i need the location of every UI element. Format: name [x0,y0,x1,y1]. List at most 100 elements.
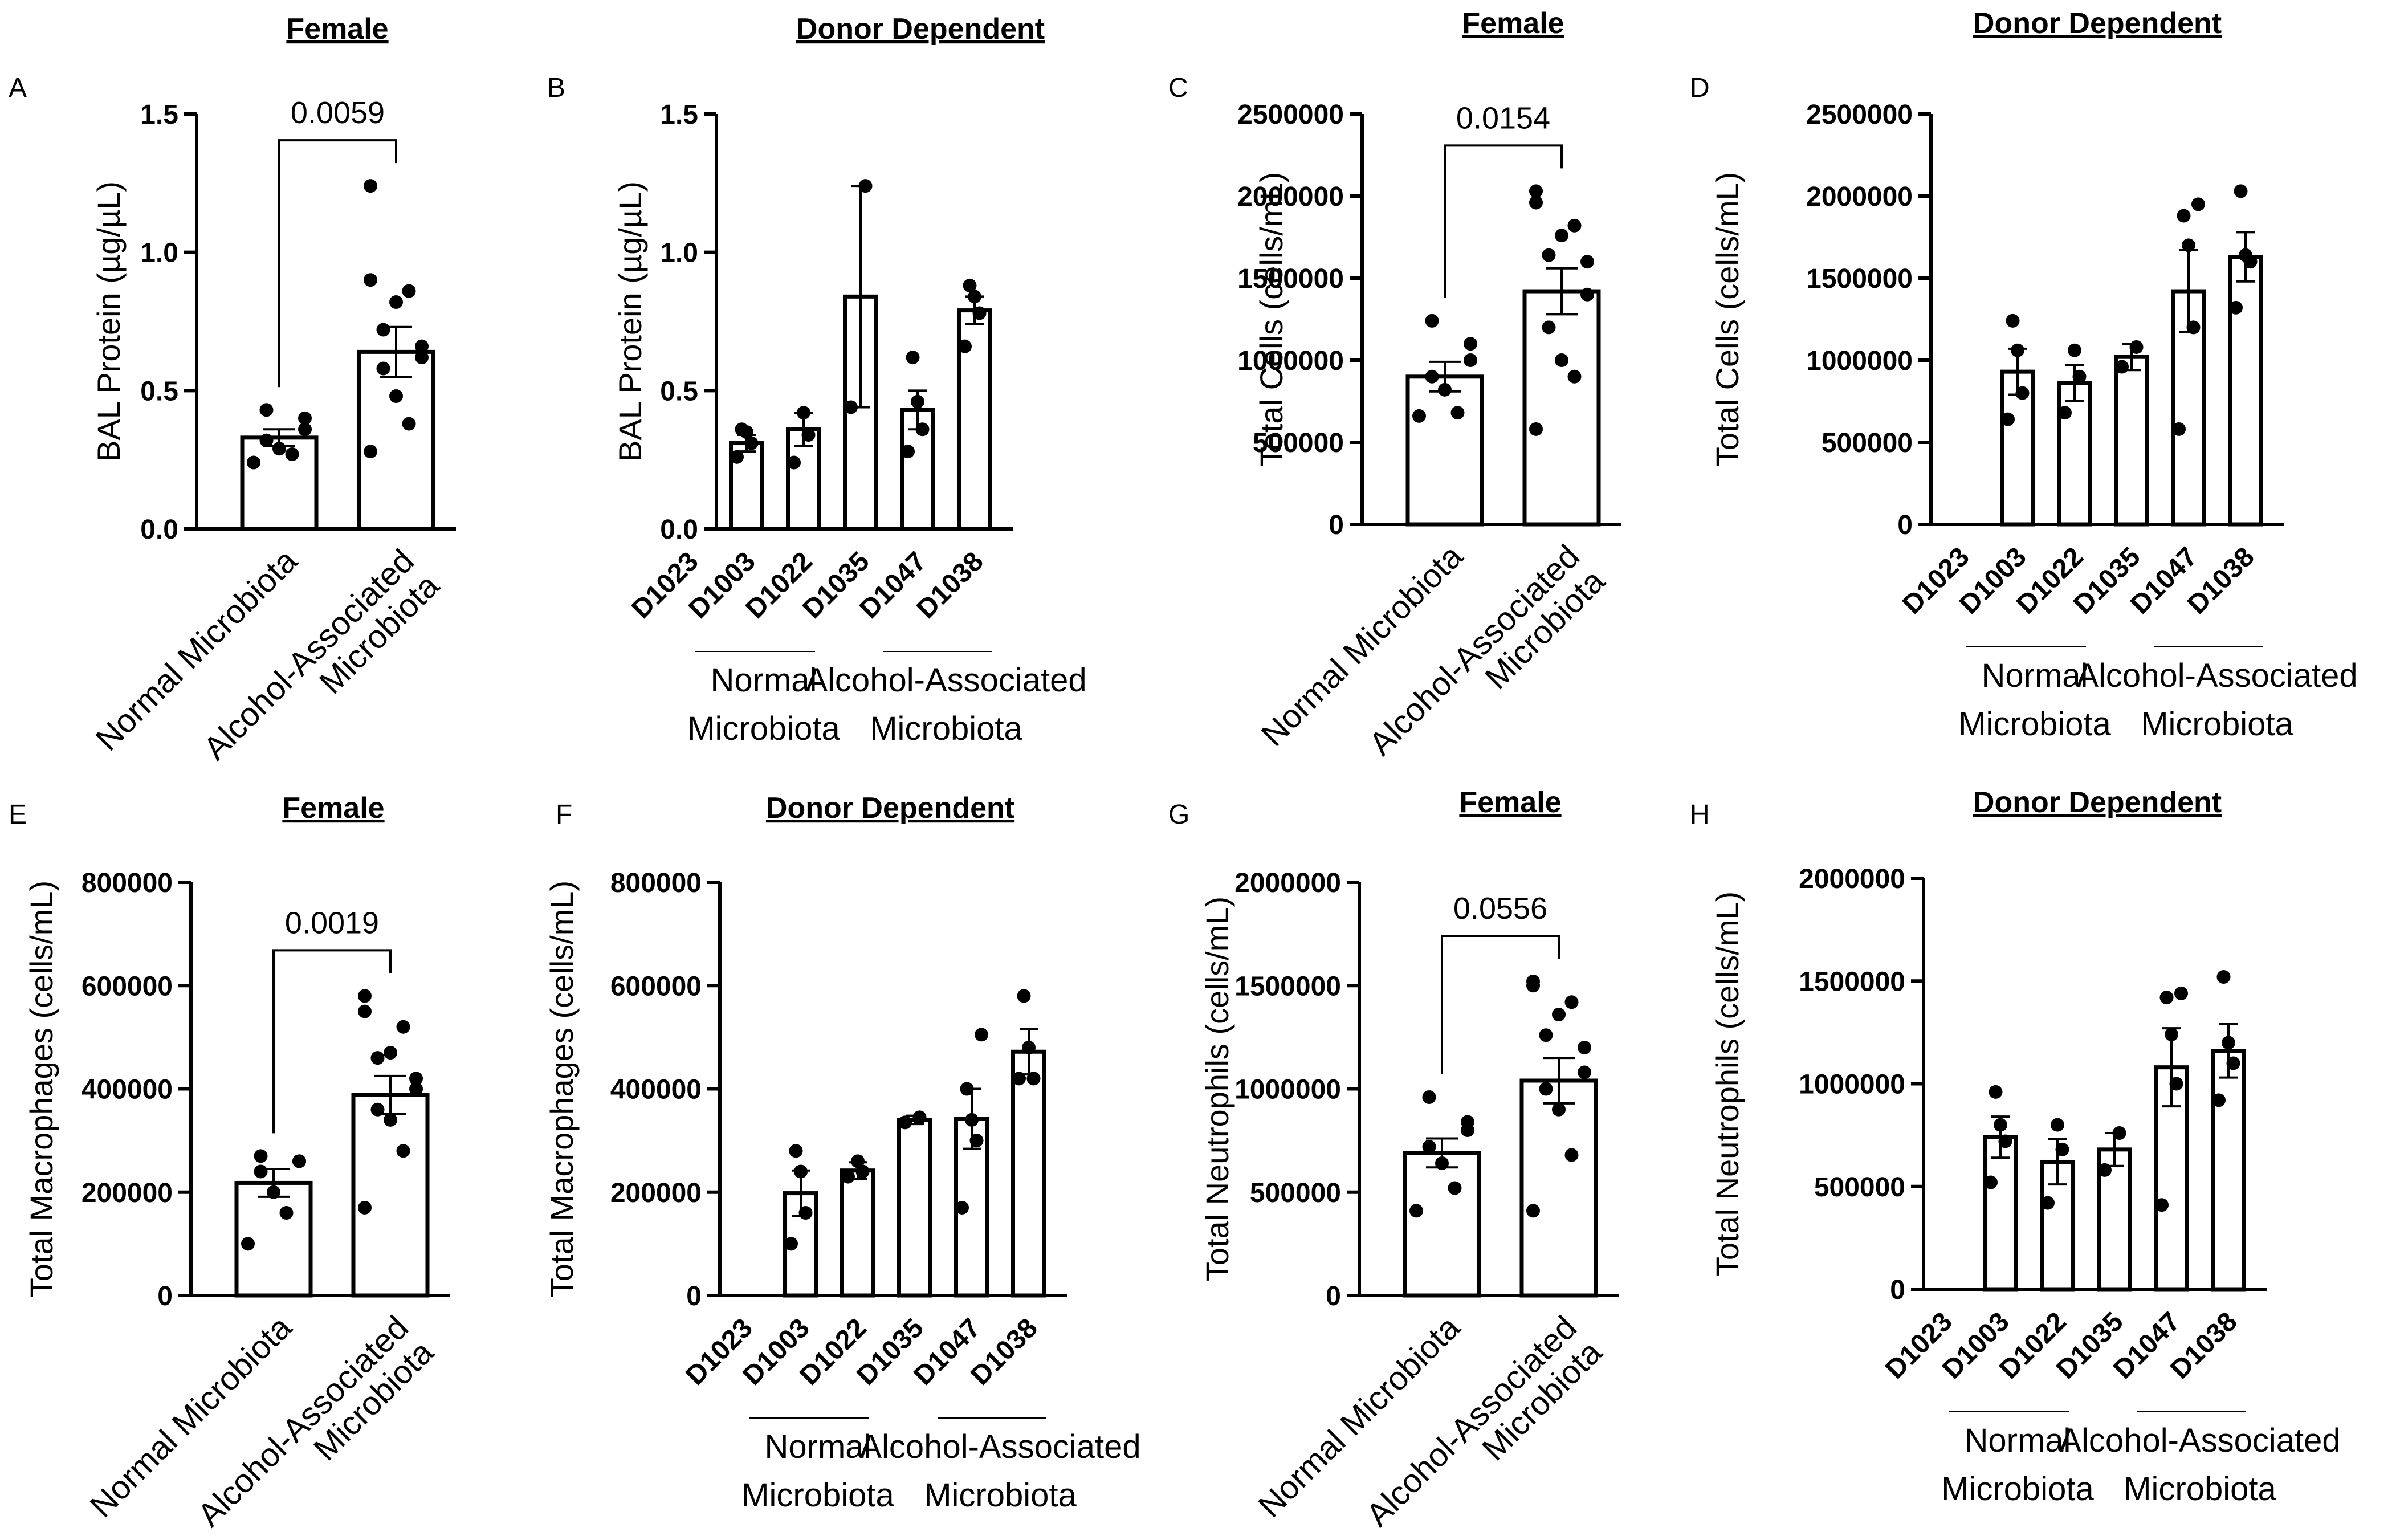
panel-d-bar [2114,355,2149,527]
panel-e-data-point [384,1046,397,1060]
panel-e-y-tick-label: 800000 [82,868,173,898]
panel-f-group-label: Microbiota [924,1477,1077,1514]
panel-b-y-tick-label: 0.0 [660,515,698,545]
panel-d-bar [2228,255,2263,527]
panel-c-data-point [1529,195,1543,210]
panel-b-data-point [858,179,873,193]
panel-c-category-label: Alcohol-Associated [1362,537,1587,763]
panel-c-y-tick-label: 0 [1329,510,1344,540]
panel-e-data-point [370,1051,385,1065]
panel-a-y-tick-label: 1.5 [140,100,178,130]
panel-f-data-point [798,1206,813,1220]
panel-g-data-point [1435,1156,1449,1170]
panel-f-data-point [841,1170,855,1184]
panel-h-y-label: Total Neutrophils (cells/mL) [1709,891,1745,1276]
panel-e-data-point [370,1102,385,1117]
panel-d-data-point [2011,343,2024,357]
panel-f-data-point [794,1164,808,1179]
panel-d-y-tick-label: 0 [1897,510,1913,540]
panel-e-data-point [384,1113,397,1127]
panel-f-data-point [975,1028,988,1042]
panel-a-data-point [376,361,390,376]
panel-e-data-point [358,1200,372,1215]
panel-e-data-point [292,1154,306,1168]
panel-f-data-point [965,1113,979,1127]
panel-a-category-label: Alcohol-Associated [196,542,421,767]
panel-f-y-label: Total Macrophages (cells/mL) [544,881,580,1297]
panel-c-bar [1522,289,1601,527]
panel-g-y-tick-label: 1000000 [1234,1075,1341,1105]
panel-c-data-point [1580,255,1594,269]
panel-f-data-point [898,1115,912,1130]
panel-e-data-point [279,1206,294,1220]
panel-b-data-point [963,278,977,292]
panel-e-data-point [358,989,372,1003]
panel-g-data-point [1461,1115,1474,1129]
panel-g-data-point [1552,1008,1566,1021]
panel-h-data-point [2165,1027,2178,1041]
panel-b-group-label-group: Alcohol-Associated Microbiota [805,662,1086,747]
panel-e-y-label: Total Macrophages (cells/mL) [23,881,59,1297]
panel-g-y-tick-label: 1500000 [1234,971,1341,1001]
panel-a-data-point [389,389,403,404]
panel-h-title: Donor Dependent [1973,786,2222,819]
panel-g-data-point [1564,1148,1579,1162]
panel-c-data-point [1438,382,1452,397]
panel-a-y-label: BAL Protein (µg/µL) [91,181,127,462]
panel-a-data-point [415,351,429,365]
panel-h-bar [2211,1049,2246,1292]
panel-g-data-point [1578,1041,1591,1054]
panel-g-y-tick-label: 2000000 [1234,868,1341,898]
panel-c-y-tick-label: 1500000 [1237,264,1344,294]
panel-g-letter: G [1168,800,1189,830]
panel-e-data-point [409,1082,423,1096]
panel-e-category-label: Normal Microbiota [83,1309,299,1525]
panel-c-y-label: Total Cells (cells/mL) [1253,172,1289,467]
panel-g-data-point [1409,1204,1423,1218]
panel-d-data-point [2115,360,2129,374]
panel-c-bar [1405,374,1484,527]
panel-d-y-tick-label: 1500000 [1806,264,1913,294]
panel-c-data-point [1555,229,1568,243]
panel-a-category-label-group: Normal Microbiota [88,542,304,758]
panel-f-data-point [784,1237,798,1251]
panel-a-bar [357,349,435,531]
panel-c-data-point [1555,353,1568,367]
panel-d-data-point [2172,422,2186,436]
panel-c-data-point [1542,320,1556,335]
panel-d-data-point [2006,313,2020,328]
panel-c-category-label: Normal Microbiota [1254,537,1470,753]
panel-b-data-point [958,339,972,353]
panel-g-category-label: Normal Microbiota [1251,1309,1467,1525]
panel-b-data-point [911,394,924,409]
panel-a-data-point [247,455,260,470]
panel-h-data-point [2041,1196,2055,1210]
panel-h-data-point [2222,1036,2235,1050]
panel-a-data-point [259,403,274,417]
panel-a-category-label: Normal Microbiota [88,542,304,758]
panel-f-data-point [1022,1041,1036,1054]
panel-c-category-label-group: Normal Microbiota [1254,537,1470,753]
panel-e-letter: E [9,800,27,830]
panel-c-data-point [1425,369,1439,384]
panel-h-group-label-group: Normal Microbiota [1941,1422,2094,1508]
panel-h-y-tick-label: 1000000 [1799,1070,1905,1100]
panel-h-data-point [2216,970,2231,984]
panel-b-data-point [901,445,915,459]
panel-c-p-value: 0.0154 [1456,101,1550,135]
panel-a-significance-bracket [278,139,397,388]
panel-c-y-tick-label: 2500000 [1237,100,1344,130]
panel-f-data-point [789,1144,803,1158]
panel-f-y-tick-label: 600000 [610,971,702,1001]
panel-a-data-point [364,445,377,459]
panel-g-category-label: Alcohol-Associated [1359,1309,1584,1534]
panel-g-category-label-group: Normal Microbiota [1251,1309,1467,1525]
panel-f-data-point [855,1164,870,1179]
panel-h-data-point [1984,1175,1998,1189]
panel-c-data-point [1464,353,1477,367]
panel-c-data-point [1567,369,1582,384]
panel-g-significance-bracket [1441,935,1560,1074]
